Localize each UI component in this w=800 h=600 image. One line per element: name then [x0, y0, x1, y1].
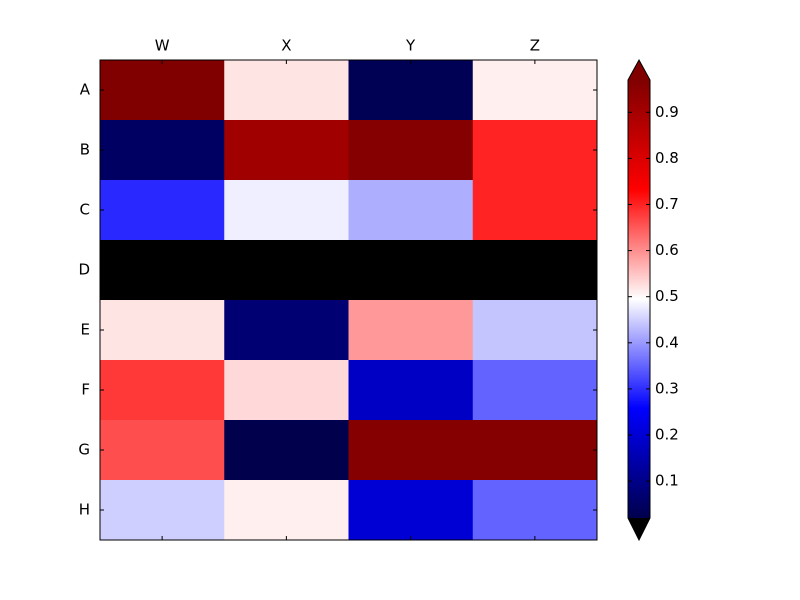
heatmap-cell	[224, 240, 349, 301]
y-tick-label: D	[78, 261, 90, 279]
colorbar-tick-label: 0.2	[655, 426, 679, 444]
heatmap-cell	[472, 360, 598, 421]
colorbar-tick-label: 0.6	[655, 241, 679, 259]
colorbar-tick-label: 0.4	[655, 333, 679, 351]
colorbar-under	[628, 518, 650, 540]
heatmap-cell	[224, 120, 349, 181]
heatmap-cell	[472, 180, 598, 241]
heatmap-cell	[472, 120, 598, 181]
x-tick-label: Z	[530, 37, 540, 55]
heatmap-cell	[100, 180, 225, 241]
heatmap-cell	[472, 300, 598, 361]
colorbar	[628, 80, 650, 518]
heatmap-cell	[472, 240, 598, 301]
y-tick-label: H	[79, 501, 90, 519]
y-tick-label: G	[78, 441, 90, 459]
heatmap-cell	[224, 300, 349, 361]
heatmap-cell	[348, 240, 474, 301]
colorbar-tick-label: 0.7	[655, 195, 679, 213]
heatmap-cell	[100, 60, 225, 121]
heatmap-cell	[100, 120, 225, 181]
heatmap-cell	[348, 300, 474, 361]
heatmap-cell	[348, 480, 474, 541]
plot-frame	[99, 59, 598, 541]
x-tick-label: W	[155, 37, 170, 55]
colorbar-tick-label: 0.1	[655, 472, 679, 490]
heatmap-cell	[224, 480, 349, 541]
colorbar-over	[628, 60, 650, 80]
y-tick-label: C	[80, 201, 90, 219]
heatmap-cell	[224, 60, 349, 121]
heatmap-cell	[100, 480, 225, 541]
heatmap-cell	[224, 420, 349, 481]
heatmap-cell	[348, 60, 474, 121]
colorbar-tick-label: 0.8	[655, 149, 679, 167]
heatmap-cell	[472, 420, 598, 481]
heatmap-cell	[348, 120, 474, 181]
colorbar-tick-label: 0.5	[655, 287, 679, 305]
heatmap-cell	[472, 60, 598, 121]
x-tick-label: X	[281, 37, 291, 55]
y-tick-label: A	[80, 81, 91, 99]
y-tick-label: E	[81, 321, 90, 339]
colorbar-tick-label: 0.3	[655, 379, 679, 397]
x-tick-label: Y	[405, 37, 416, 55]
heatmap-cell	[472, 480, 598, 541]
heatmap-cell	[224, 360, 349, 421]
heatmap-cell	[100, 360, 225, 421]
heatmap-cell	[224, 180, 349, 241]
heatmap-cell	[348, 360, 474, 421]
y-tick-label: B	[80, 141, 90, 159]
heatmap-cell	[100, 420, 225, 481]
heatmap-cell	[348, 180, 474, 241]
y-tick-label: F	[81, 381, 90, 399]
heatmap-cell	[348, 420, 474, 481]
colorbar-frame	[627, 58, 651, 542]
heatmap-cell	[100, 300, 225, 361]
colorbar-tick-label: 0.9	[655, 103, 679, 121]
heatmap-cell	[100, 240, 225, 301]
